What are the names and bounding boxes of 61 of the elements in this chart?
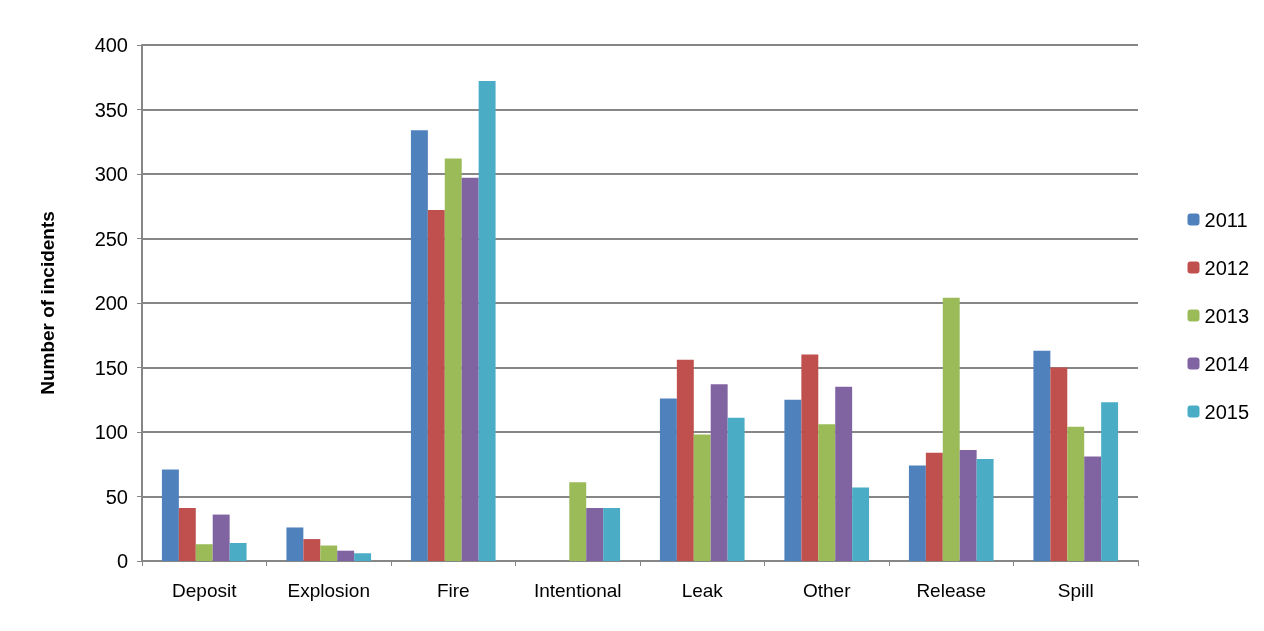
bar	[161, 469, 179, 561]
x-tick-label: Fire	[436, 580, 470, 601]
y-tick-label: 400	[94, 34, 128, 56]
bar	[1084, 456, 1102, 561]
bar	[693, 434, 711, 561]
bar	[603, 508, 621, 561]
bar	[1067, 426, 1085, 561]
bar	[229, 542, 247, 561]
bar	[461, 177, 479, 561]
legend-label: 2012	[1204, 256, 1250, 279]
bar	[1050, 367, 1068, 561]
bar	[976, 459, 994, 561]
bar	[212, 514, 230, 561]
y-tick-label: 50	[105, 485, 128, 508]
bar	[942, 297, 960, 561]
x-tick-label: Spill	[1057, 580, 1094, 601]
y-axis-title: Number of incidents	[37, 211, 58, 395]
bar	[178, 508, 196, 561]
bar	[852, 487, 870, 561]
bar	[354, 553, 372, 561]
bar	[410, 130, 428, 561]
x-tick-label: Explosion	[287, 580, 370, 601]
y-tick-label: 250	[94, 227, 128, 250]
bar	[835, 386, 853, 561]
bar	[195, 544, 213, 561]
bar	[286, 527, 304, 561]
bar	[478, 81, 496, 561]
y-tick-label: 200	[94, 292, 128, 314]
bar	[659, 398, 677, 561]
bar	[337, 550, 355, 561]
bar	[784, 399, 802, 561]
bar	[727, 417, 745, 561]
bar	[801, 354, 819, 561]
y-tick-label: 0	[116, 550, 128, 572]
x-tick-label: Release	[916, 580, 987, 601]
legend-label: 2011	[1204, 208, 1248, 231]
bar	[710, 384, 728, 561]
bar	[427, 210, 445, 561]
y-tick-label: 100	[94, 421, 128, 443]
bar	[959, 450, 977, 561]
x-tick-label: Other	[802, 580, 852, 601]
y-tick-label: 300	[94, 163, 128, 185]
bar	[818, 424, 836, 561]
x-tick-label: Deposit	[172, 580, 238, 601]
bar	[676, 359, 694, 561]
bar	[444, 158, 462, 561]
x-tick-label: Intentional	[533, 580, 622, 601]
bar	[925, 452, 943, 561]
legend-label: 2014	[1204, 352, 1250, 375]
y-tick-label: 350	[94, 98, 128, 121]
bar	[303, 539, 321, 561]
bar	[1101, 402, 1119, 561]
legend-label: 2015	[1204, 400, 1250, 423]
bar	[908, 465, 926, 561]
x-tick-label: Leak	[681, 580, 724, 601]
bar	[569, 482, 587, 561]
y-tick-label: 150	[94, 356, 128, 379]
bar	[320, 545, 338, 561]
bar	[586, 508, 604, 561]
legend-label: 2013	[1204, 304, 1250, 327]
bar	[1033, 350, 1051, 561]
